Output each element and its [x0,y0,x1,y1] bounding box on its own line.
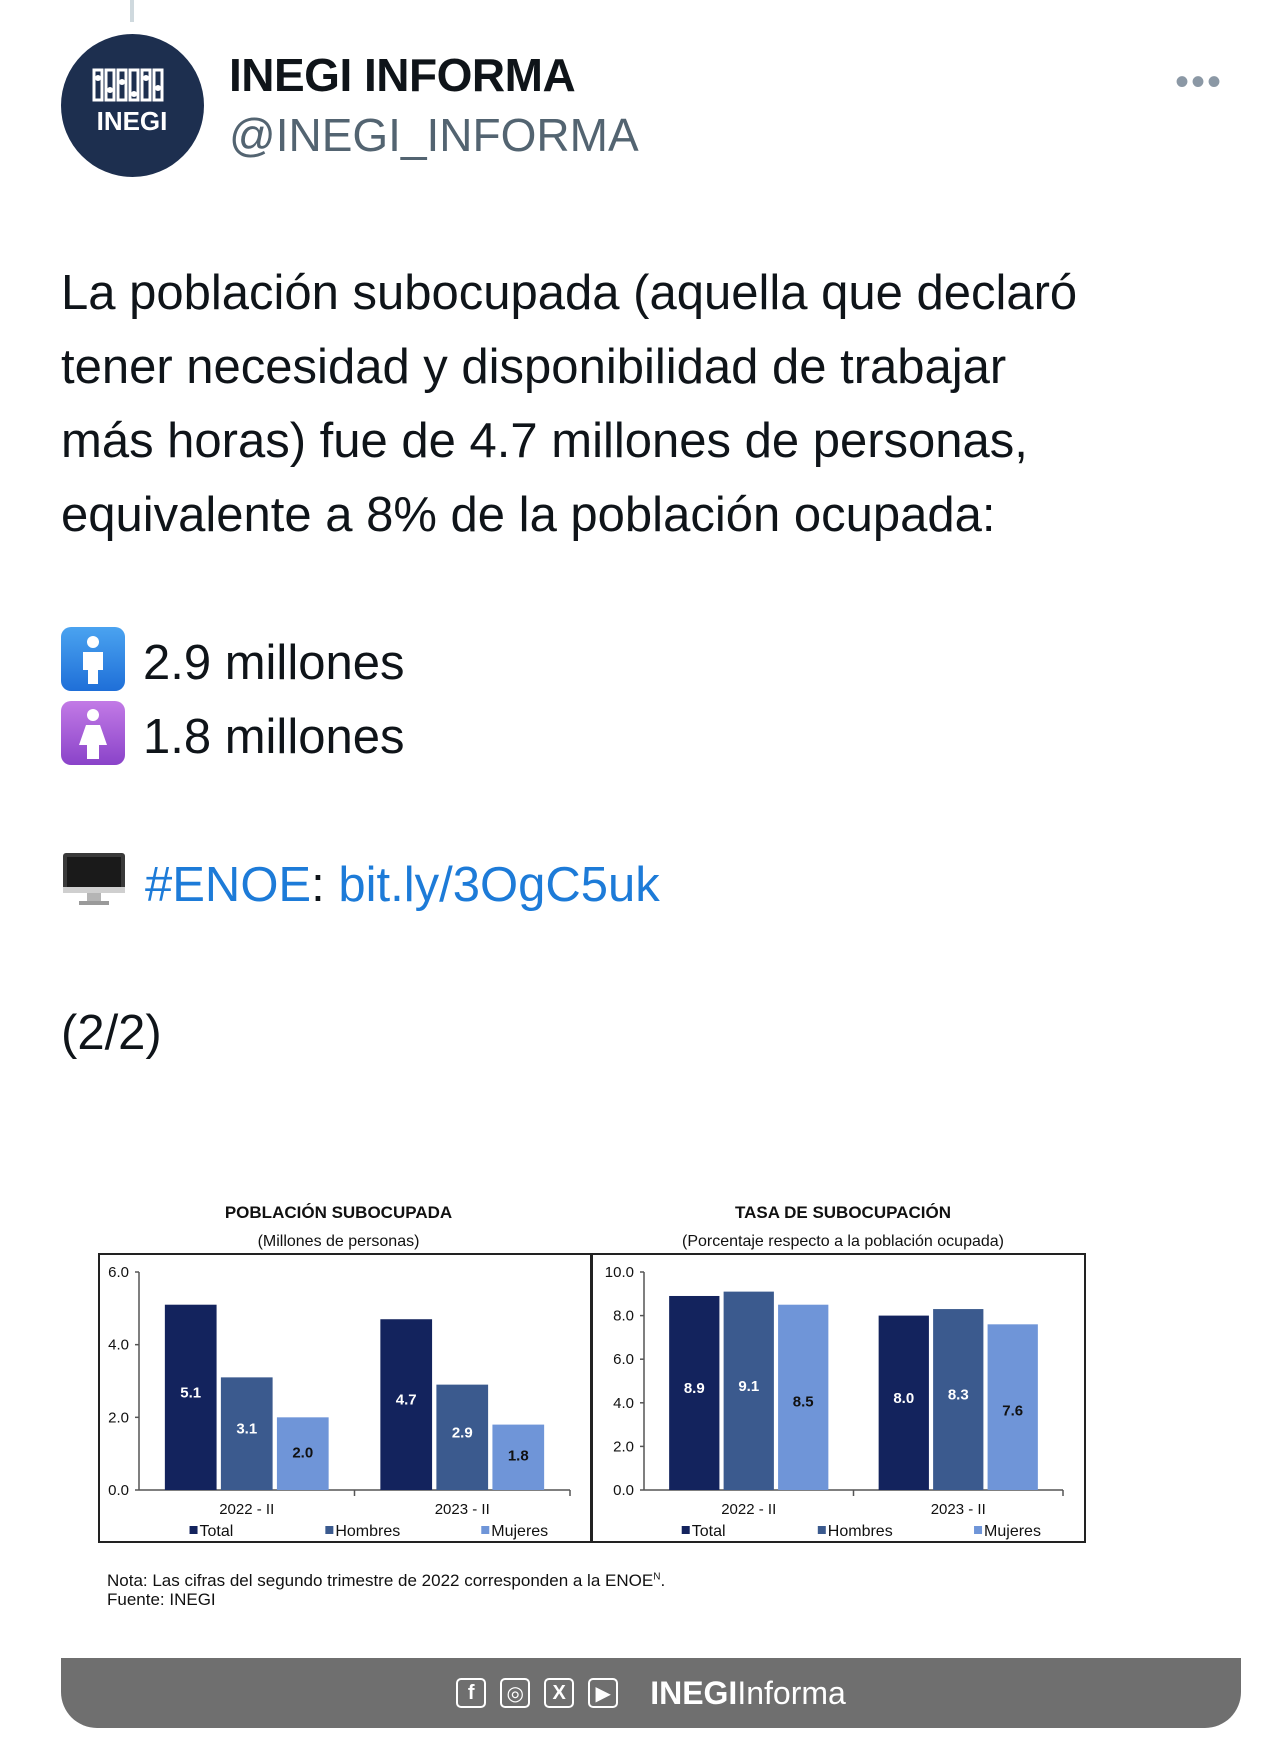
chart-title: POBLACIÓN SUBOCUPADA [225,1203,452,1222]
legend-swatch [681,1526,690,1534]
women-stat: 1.8 millones [61,700,1241,774]
charts: POBLACIÓN SUBOCUPADA (Millones de persona… [98,1203,1086,1543]
footer-brand: INEGIInforma [650,1675,846,1712]
avatar-text: INEGI [97,106,168,136]
account-name[interactable]: INEGI INFORMA [229,49,576,101]
women-value: 1.8 millones [143,710,405,764]
footer-brand-bold: INEGI [650,1674,738,1711]
x-icon: X [544,1678,575,1708]
enoe-line: #ENOE: bit.ly/3OgC5uk [61,848,1241,922]
footer-brand-rest: Informa [737,1674,846,1711]
legend-label: Mujeres [984,1523,1041,1540]
tweet-text: La población subocupada (aquella que dec… [61,256,1241,1070]
footer-bar: f ◎ X ▶ INEGIInforma [61,1658,1241,1728]
note-text: Nota: Las cifras del segundo trimestre d… [107,1571,654,1590]
legend-label: Hombres [828,1523,893,1540]
chart-image[interactable]: POBLACIÓN SUBOCUPADA (Millones de persona… [61,1158,1241,1728]
chart-source: Fuente: INEGI [107,1590,216,1609]
data-label: 8.3 [948,1387,969,1404]
data-label: 3.1 [236,1421,257,1438]
bar [669,1295,720,1490]
men-value: 2.9 millones [143,636,405,690]
bar [878,1315,929,1490]
bar [723,1291,774,1490]
x-tick-label: 2023 - II [435,1501,490,1518]
thread-count: (2/2) [61,1006,162,1060]
x-tick-label: 2022 - II [219,1501,274,1518]
legend-swatch [481,1526,490,1534]
tweet-header: INEGI INEGI INFORMA @INEGI_INFORMA ••• [61,34,1231,177]
bar [164,1304,217,1490]
y-tick-label: 2.0 [108,1409,129,1426]
avatar[interactable]: INEGI [61,34,204,177]
woman-icon [61,701,125,765]
note-end: . [660,1571,666,1590]
facebook-icon: f [456,1678,487,1708]
chart-title: TASA DE SUBOCUPACIÓN [735,1203,951,1222]
y-tick-label: 10.0 [605,1264,634,1281]
legend-swatch [189,1526,198,1534]
y-tick-label: 2.0 [613,1438,634,1455]
data-label: 8.0 [893,1390,914,1407]
data-label: 2.0 [292,1444,313,1461]
tweet-line: La población subocupada (aquella que dec… [61,266,1078,320]
x-tick-label: 2022 - II [721,1501,776,1518]
data-label: 5.1 [180,1384,201,1401]
men-stat: 2.9 millones [61,626,1241,700]
data-label: 2.9 [452,1424,473,1441]
man-icon [61,627,125,691]
data-label: 7.6 [1002,1402,1023,1419]
bar [492,1424,545,1490]
x-tick-label: 2023 - II [931,1501,986,1518]
bar [220,1377,273,1490]
tweet-line: equivalente a 8% de la población ocupada… [61,488,996,542]
youtube-icon: ▶ [588,1678,619,1708]
tweet-line: más horas) fue de 4.7 millones de person… [61,414,1028,468]
y-tick-label: 0.0 [108,1482,129,1499]
thread-line [130,0,134,22]
data-label: 8.5 [793,1394,814,1411]
bar [933,1309,984,1490]
instagram-icon: ◎ [500,1678,531,1708]
note-superscript: N [653,1571,661,1583]
colon: : [311,858,325,912]
legend-label: Hombres [335,1523,400,1540]
y-tick-label: 0.0 [613,1482,634,1499]
y-tick-label: 6.0 [613,1351,634,1368]
y-tick-label: 4.0 [613,1395,634,1412]
inegi-logo-icon: INEGI [92,68,168,136]
bar [436,1384,489,1490]
legend-swatch [817,1526,826,1534]
legend-label: Total [200,1523,234,1540]
data-label: 4.7 [396,1392,417,1409]
more-icon[interactable]: ••• [1174,60,1223,104]
y-tick-label: 6.0 [108,1264,129,1281]
chart-subtitle: (Porcentaje respecto a la población ocup… [682,1233,1004,1250]
chart-subtitle: (Millones de personas) [258,1233,420,1250]
y-tick-label: 4.0 [108,1337,129,1354]
legend-label: Mujeres [491,1523,548,1540]
bar [276,1417,329,1490]
enoe-hashtag[interactable]: #ENOE [145,858,312,912]
chart-note: Nota: Las cifras del segundo trimestre d… [107,1571,665,1591]
chart-frame [590,1253,1086,1543]
legend-swatch [974,1526,983,1534]
data-label: 8.9 [684,1380,705,1397]
data-label: 9.1 [738,1378,759,1395]
tweet-line: tener necesidad y disponibilidad de trab… [61,340,1007,394]
bar [778,1304,829,1490]
short-link[interactable]: bit.ly/3OgC5uk [338,858,660,912]
bar [987,1324,1038,1490]
y-tick-label: 8.0 [613,1308,634,1325]
bar [380,1319,433,1490]
legend-swatch [325,1526,334,1534]
legend-label: Total [692,1523,726,1540]
data-label: 1.8 [508,1448,529,1465]
desktop-computer-icon [61,849,127,909]
account-handle[interactable]: @INEGI_INFORMA [229,109,639,161]
